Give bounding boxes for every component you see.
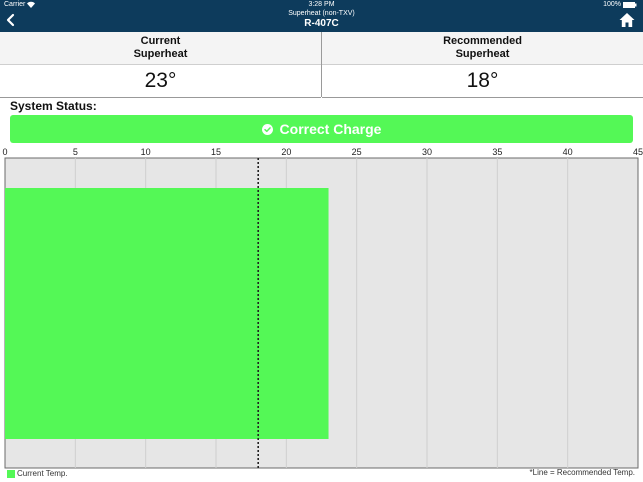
x-tick-label: 40: [563, 147, 573, 157]
battery-percent: 100%: [603, 1, 621, 8]
home-icon[interactable]: [619, 12, 635, 28]
status-bar: Carrier 3:28 PM 100%: [0, 0, 643, 10]
current-label-line1: Current: [140, 35, 181, 47]
current-superheat-header: Current Superheat: [0, 32, 321, 65]
recommended-label-line2: Superheat: [455, 48, 510, 60]
current-temp-bar: [5, 188, 329, 439]
nav-bar: Superheat (non-TXV) R-407C: [0, 10, 643, 32]
carrier-text: Carrier: [4, 1, 26, 8]
x-tick-label: 10: [141, 147, 151, 157]
chart-footnote: *Line = Recommended Temp.: [529, 468, 635, 477]
legend-label: Current Temp.: [17, 469, 68, 478]
x-tick-label: 30: [422, 147, 432, 157]
nav-title: R-407C: [304, 18, 339, 29]
superheat-bar-chart: 0 5 10 15 20 25 30 35 40 45: [2, 147, 643, 469]
recommended-label-line1: Recommended: [443, 35, 522, 47]
system-status-banner: Correct Charge: [10, 115, 633, 143]
x-tick-label: 20: [281, 147, 291, 157]
status-time: 3:28 PM: [308, 1, 335, 8]
battery-icon: [623, 2, 637, 8]
legend-swatch: [7, 470, 15, 478]
current-superheat-value: 23°: [0, 65, 321, 98]
wifi-icon: [27, 1, 35, 8]
recommended-superheat-value: 18°: [322, 65, 643, 98]
x-tick-label: 15: [211, 147, 221, 157]
x-tick-label: 25: [352, 147, 362, 157]
x-tick-label: 45: [633, 147, 643, 157]
column-divider: [321, 32, 322, 97]
system-status-label: System Status:: [10, 99, 97, 113]
x-tick-label: 0: [2, 147, 7, 157]
nav-subtitle: Superheat (non-TXV): [288, 10, 355, 17]
check-circle-icon: [261, 123, 273, 135]
chevron-left-icon[interactable]: [4, 12, 18, 28]
recommended-superheat-header: Recommended Superheat: [322, 32, 643, 65]
system-status-result: Correct Charge: [279, 121, 382, 137]
x-tick-label: 5: [73, 147, 78, 157]
x-tick-label: 35: [492, 147, 502, 157]
current-label-line2: Superheat: [133, 48, 188, 60]
